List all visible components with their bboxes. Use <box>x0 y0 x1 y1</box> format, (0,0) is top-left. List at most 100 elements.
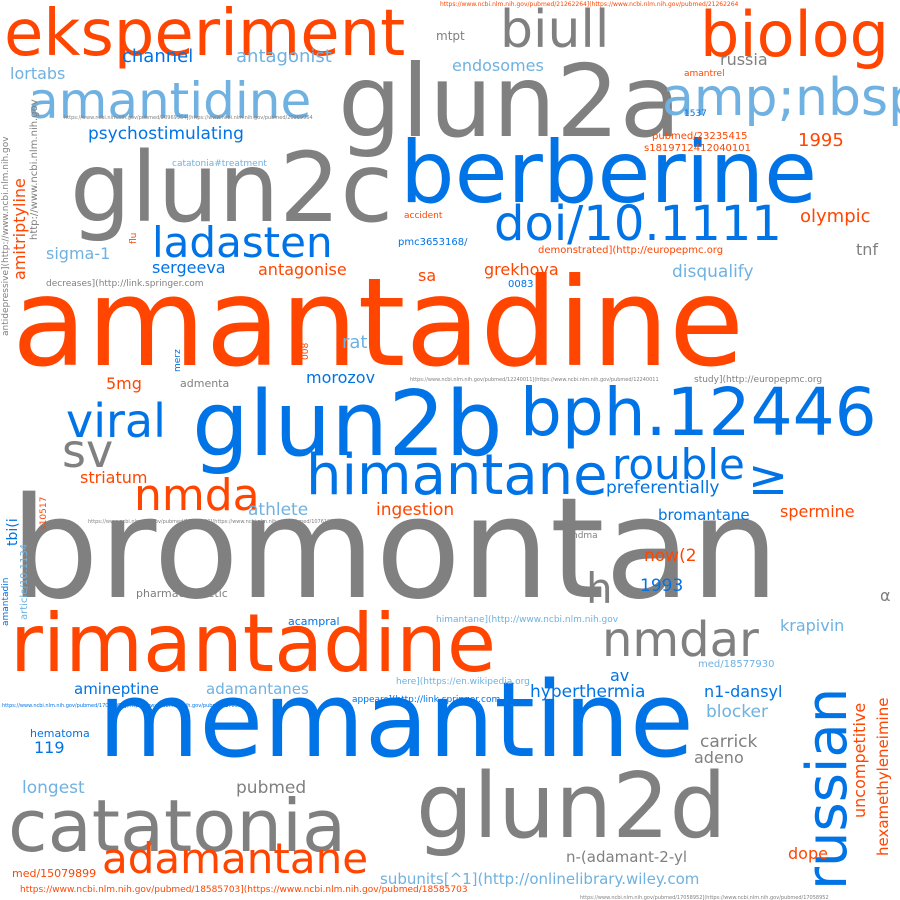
word-endosomes: endosomes <box>452 56 544 75</box>
word-bromontan: bromontan <box>10 468 780 631</box>
word-ndma: ndma <box>572 531 598 541</box>
word-ladasten: ladasten <box>152 218 333 267</box>
word-amantrel: amantrel <box>684 69 725 79</box>
word-antagonist: antagonist <box>236 46 332 67</box>
word-glun2c: glun2c <box>70 132 394 244</box>
word-pharmacokinetic: pharmacokinetic <box>136 587 228 600</box>
word-ampnbsp: amp;nbsp <box>662 68 900 128</box>
word-eksperiment: eksperiment <box>4 0 406 71</box>
word-catatonia: catatonia <box>8 784 347 868</box>
word-hexamethyleneimine: hexamethyleneimine <box>874 697 892 856</box>
word-antagonise: antagonise <box>258 260 347 279</box>
word-carrick: carrick <box>700 732 758 752</box>
word-pubmed12240011: https://www.ncbi.nlm.nih.gov/pubmed/1224… <box>410 377 659 383</box>
word-tbii: tbi(i <box>5 518 21 546</box>
word-ingestion: ingestion <box>376 500 455 520</box>
word-pubmed18585703: https://www.ncbi.nlm.nih.gov/pubmed/1858… <box>20 885 468 895</box>
word-memantine: memantine <box>98 659 694 781</box>
word-krapivin: krapivin <box>780 616 845 635</box>
word-geq: ≥ <box>748 450 789 506</box>
word-merz: merz <box>173 349 183 372</box>
word-rat: rat <box>342 332 368 353</box>
word-accident: accident <box>404 211 443 221</box>
word-pubmed23235415: pubmed/23235415 <box>652 131 748 142</box>
word-med18577930: med/18577930 <box>698 659 775 670</box>
word-biull: biull <box>500 0 610 60</box>
word-athlete: athlete <box>248 500 309 520</box>
word-study: study](http://europepmc.org <box>694 375 823 385</box>
word-glun2a: glun2a <box>338 43 681 160</box>
word-1993: 1993 <box>640 576 684 596</box>
word-longest: longest <box>22 778 85 798</box>
word-article: article/10.1134 <box>19 543 30 620</box>
word-berberine: berberine <box>400 123 818 223</box>
word-pubmed20969964: https://www.ncbi.nlm.nih.gov/pubmed/2096… <box>64 115 313 121</box>
word-h: h <box>586 564 613 613</box>
word-mtpt: mtpt <box>436 29 465 43</box>
word-striatum: striatum <box>80 468 148 487</box>
word-5mg: 5mg <box>106 374 142 393</box>
word-s10517: s10517 <box>39 496 49 530</box>
word-sigma1: sigma-1 <box>46 244 111 263</box>
word-sa: sa <box>418 266 437 285</box>
word-disqualify: disqualify <box>672 262 754 282</box>
word-nmda: nmda <box>134 470 260 521</box>
word-n1dansyl: n1-dansyl <box>704 682 783 701</box>
word-demonstrated: demonstrated](http://europepmc.org <box>538 245 724 256</box>
word-alpha: α <box>880 586 891 605</box>
word-pubmed17058952b: https://www.ncbi.nlm.nih.gov/pubmed/1705… <box>580 895 829 900</box>
word-ncbi-vertical: http://www.ncbi.nlm.nih.gov <box>29 99 40 240</box>
word-nmdar: nmdar <box>602 612 759 668</box>
word-olympic: olympic <box>800 206 871 227</box>
word-grekhova: grekhova <box>484 260 559 279</box>
word-antidepressive: antidepressive](http://www.ncbi.nlm.nih.… <box>1 136 11 336</box>
word-tnf: tnf <box>856 240 879 259</box>
word-decreases: decreases](http://link.springer.com <box>46 279 204 289</box>
word-flu: flu <box>129 232 139 244</box>
word-himantane: himantane <box>306 443 608 508</box>
word-nadamant: n-(adamant-2-yl <box>566 848 688 866</box>
word-adamantane: adamantane <box>102 834 369 883</box>
word-pmc: pmc3653168/ <box>398 237 468 248</box>
word-bph12446: bph.12446 <box>520 374 877 451</box>
word-rimantadine: rimantadine <box>10 597 497 690</box>
word-0083: 0083 <box>508 279 534 290</box>
word-glun2d: glun2d <box>416 754 727 859</box>
word-sergeeva: sergeeva <box>152 258 226 277</box>
word-008: 008 <box>301 342 311 360</box>
word-av: av <box>610 666 630 685</box>
word-doi: doi/10.1111 <box>494 196 782 252</box>
word-subunits: subunits[^1](http://onlinelibrary.wiley.… <box>380 870 700 888</box>
word-uncompetitive: uncompetitive <box>850 702 869 818</box>
word-here: here](https://en.wikipedia.org <box>396 677 530 687</box>
word-rouble: rouble <box>612 440 745 489</box>
word-hematoma: hematoma <box>30 727 90 740</box>
word-bromantane: bromantane <box>658 506 750 524</box>
word-russia: russia <box>720 50 768 69</box>
word-1537: 1537 <box>684 109 707 119</box>
word-pubmed21262264: https://www.ncbi.nlm.nih.gov/pubmed/2126… <box>440 1 739 8</box>
word-amantadine: amantadine <box>12 252 744 394</box>
word-hyperthermia: hyperthermia <box>530 682 646 702</box>
word-amitriptyline: amitriptyline <box>10 178 29 280</box>
word-pubmed: pubmed <box>236 778 307 798</box>
word-amineptine: amineptine <box>74 680 160 698</box>
word-admenta: admenta <box>180 377 230 390</box>
word-119: 119 <box>34 738 65 757</box>
word-amantidine: amantidine <box>28 72 312 130</box>
word-biolog: biolog <box>700 0 890 71</box>
word-psychostimulating: psychostimulating <box>88 124 244 144</box>
word-now2: now(2 <box>644 546 697 566</box>
word-amantadin: amantadin <box>1 577 11 626</box>
word-lortabs: lortabs <box>10 64 66 83</box>
word-pubmed10761980: https://www.ncbi.nlm.nih.gov/pubmed/1076… <box>88 519 337 525</box>
word-adamantanes: adamantanes <box>206 680 309 698</box>
word-catatoniatreatment: catatonia#treatment <box>172 159 267 169</box>
word-himantanelink: himantane](http://www.ncbi.nlm.nih.gov <box>436 615 619 625</box>
word-morozov: morozov <box>306 368 376 387</box>
word-sv: sv <box>62 424 114 478</box>
word-blocker: blocker <box>706 702 768 722</box>
word-acampral: acampral <box>288 615 340 628</box>
word-med15079899: med/15079899 <box>12 867 97 880</box>
